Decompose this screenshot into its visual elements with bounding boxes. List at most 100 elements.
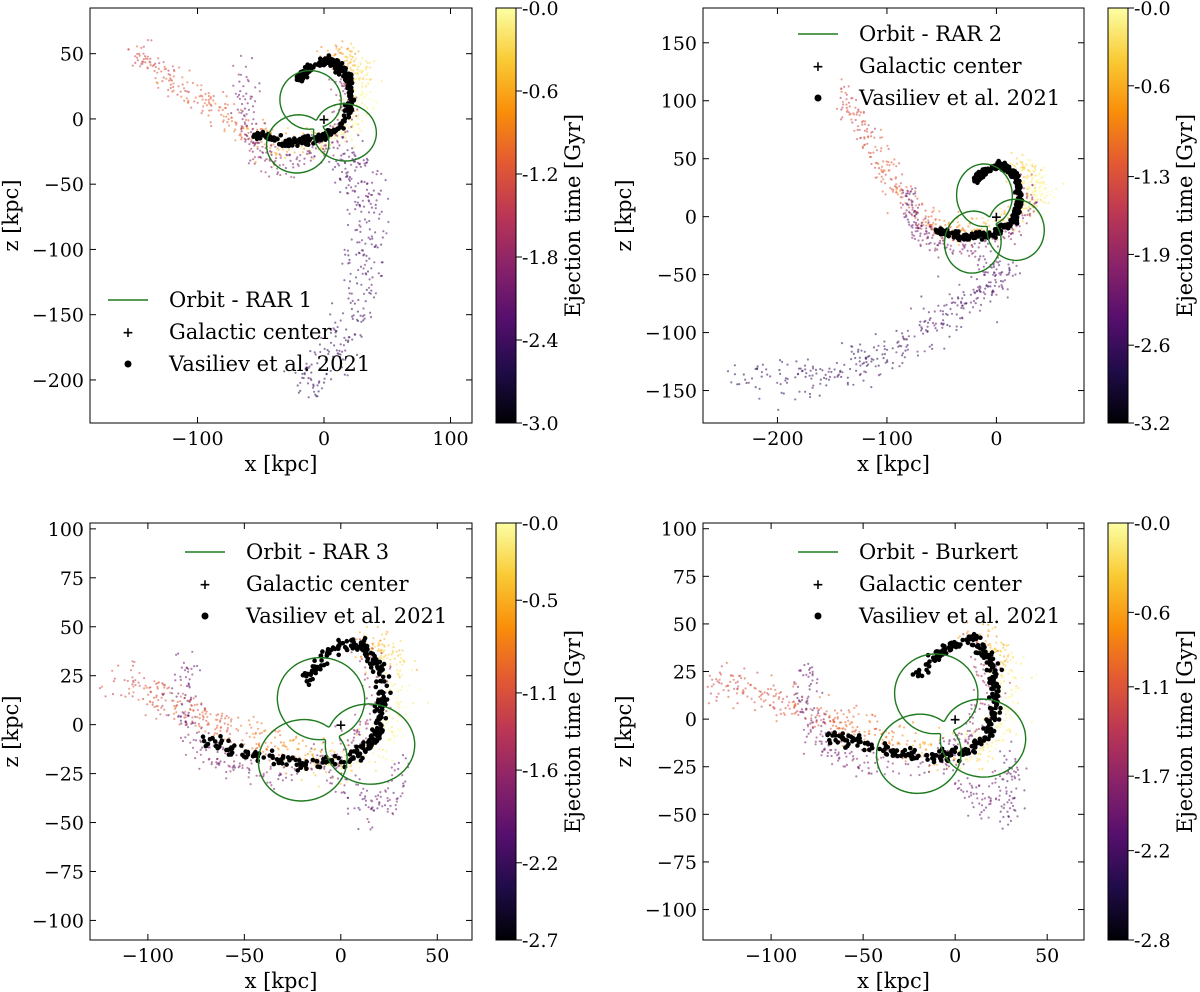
stream-particle <box>870 162 873 166</box>
stream-particle <box>720 665 723 668</box>
stream-particle <box>794 398 797 401</box>
stream-particle <box>370 181 374 184</box>
stream-particle <box>372 106 375 109</box>
plot-frame <box>89 7 473 424</box>
stream-particle <box>131 64 134 67</box>
stream-particle <box>360 249 363 252</box>
stream-particle <box>134 679 137 682</box>
stream-particle <box>243 122 247 126</box>
stream-particle <box>314 353 317 356</box>
stream-particle <box>227 716 230 719</box>
stream-particle <box>181 692 184 695</box>
y-tick-label: 100 <box>48 519 84 541</box>
stream-particle <box>1004 696 1007 700</box>
stream-particle <box>210 124 213 128</box>
stream-particle <box>289 159 292 162</box>
stream-particle <box>355 638 358 641</box>
stream-particle <box>247 162 250 165</box>
stream-particle <box>876 162 879 165</box>
stream-particle <box>930 228 933 231</box>
x-tick-label: −100 <box>171 428 223 450</box>
stream-particle <box>987 628 990 632</box>
stream-particle <box>194 721 197 725</box>
stream-particle <box>234 139 237 142</box>
stream-particle <box>911 226 914 229</box>
stream-particle <box>310 363 313 366</box>
stream-particle <box>225 770 228 774</box>
stream-particle <box>936 244 939 247</box>
stream-particle <box>133 660 136 664</box>
stream-particle <box>404 713 408 716</box>
stream-particle <box>901 203 905 206</box>
stream-particle <box>335 45 338 48</box>
stream-particle <box>859 372 862 376</box>
stream-particle <box>387 197 390 200</box>
stream-particle <box>995 739 998 742</box>
stream-particle <box>332 367 335 370</box>
stream-particle <box>198 767 201 770</box>
stream-particle <box>364 763 367 766</box>
colorbar-tick-label: -1.1 <box>522 683 559 705</box>
stream-particle <box>270 144 273 147</box>
stream-particle <box>394 687 397 691</box>
stream-particle <box>371 642 374 645</box>
stream-particle <box>202 718 205 721</box>
stream-particle <box>129 669 133 672</box>
stream-particle <box>1005 273 1008 276</box>
vasiliev-point <box>332 753 338 759</box>
stream-particle <box>794 376 797 379</box>
vasiliev-point <box>295 768 301 773</box>
stream-particle <box>1007 235 1011 238</box>
stream-particle <box>156 687 159 690</box>
stream-particle <box>1007 653 1010 656</box>
stream-particle <box>354 64 357 67</box>
stream-particle <box>364 164 367 167</box>
stream-particle <box>948 335 951 338</box>
stream-particle <box>392 651 395 654</box>
stream-particle <box>187 99 190 102</box>
stream-particle <box>920 327 924 330</box>
stream-particle <box>861 123 864 126</box>
stream-particle <box>259 127 262 131</box>
stream-particle <box>891 347 894 350</box>
stream-particle <box>331 355 335 358</box>
stream-particle <box>911 744 914 747</box>
stream-particle <box>366 722 369 725</box>
stream-particle <box>200 94 203 97</box>
stream-particle <box>305 745 308 748</box>
stream-particle <box>373 211 376 214</box>
stream-particle <box>173 717 176 721</box>
stream-particle <box>227 118 230 121</box>
stream-particle <box>1022 217 1025 220</box>
stream-particle <box>922 332 925 335</box>
stream-particle <box>904 760 907 763</box>
stream-particle <box>1015 688 1018 691</box>
stream-particle <box>199 88 203 91</box>
stream-particle <box>943 219 946 222</box>
stream-particle <box>918 324 921 327</box>
stream-particle <box>188 69 191 72</box>
stream-particle <box>170 79 173 82</box>
stream-particle <box>401 785 405 788</box>
colorbar-gradient <box>495 7 517 424</box>
vasiliev-point <box>371 728 377 734</box>
stream-particle <box>979 286 982 289</box>
stream-particle <box>801 369 804 372</box>
stream-particle <box>279 772 282 775</box>
stream-particle <box>387 644 390 647</box>
stream-particle <box>222 90 225 94</box>
stream-particle <box>362 92 365 95</box>
stream-particle <box>247 719 251 722</box>
stream-particle <box>1040 169 1043 172</box>
stream-particle <box>223 722 226 725</box>
stream-particle <box>870 360 873 363</box>
stream-particle <box>868 730 871 733</box>
stream-particle <box>354 154 357 158</box>
stream-particle <box>889 742 892 745</box>
stream-particle <box>357 50 360 53</box>
stream-particle <box>310 371 313 374</box>
x-tick-label: 0 <box>990 428 1002 450</box>
stream-particle <box>187 726 190 729</box>
stream-particle <box>340 46 343 49</box>
stream-particle <box>408 684 411 687</box>
